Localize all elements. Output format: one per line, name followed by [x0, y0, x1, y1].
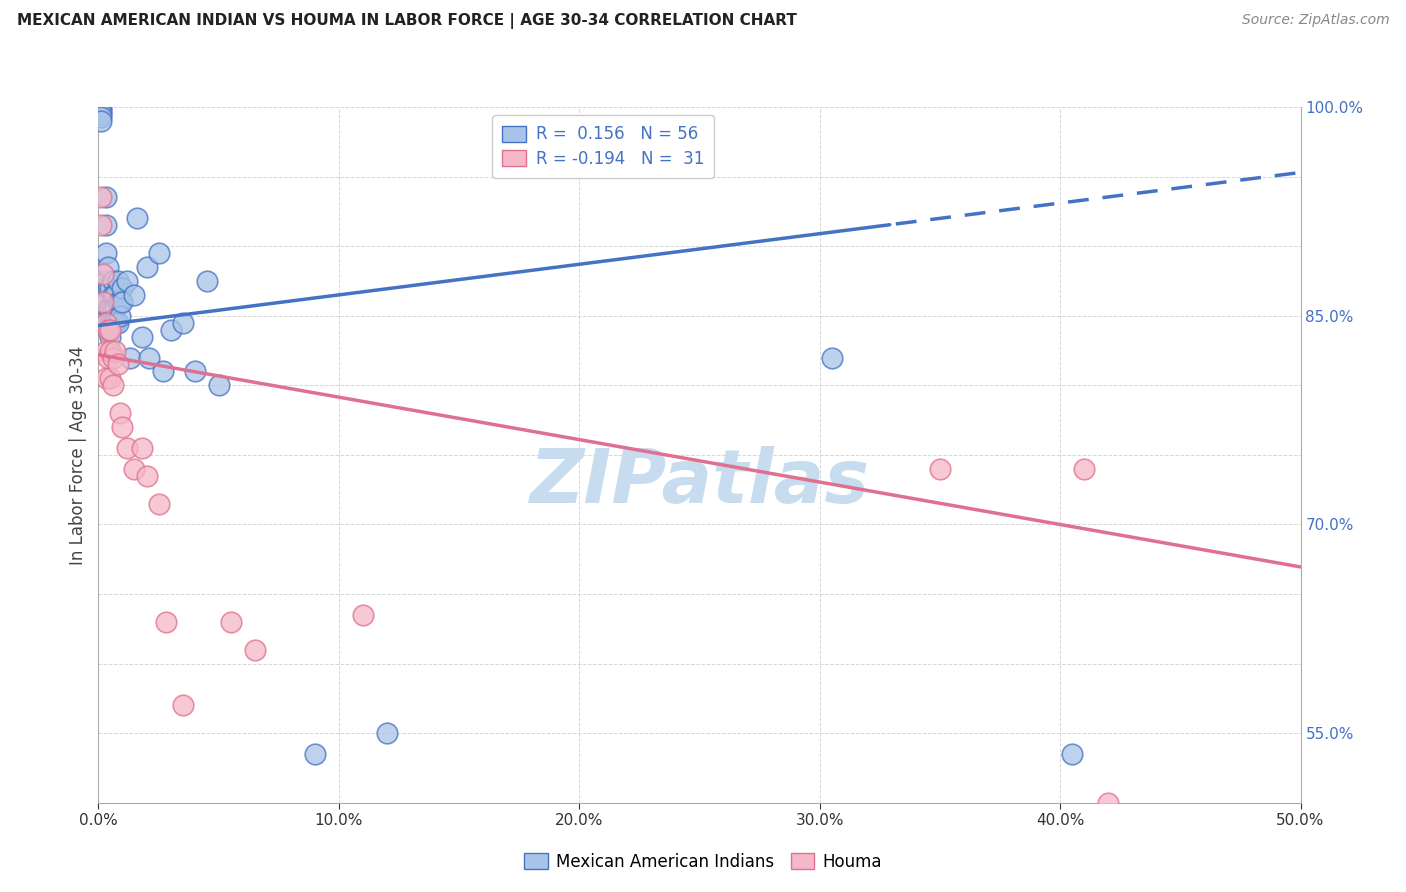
Point — [375, 726, 398, 740]
Point — [90, 114, 112, 128]
Text: ZIPatlas: ZIPatlas — [530, 446, 869, 519]
Point — [1062, 747, 1084, 761]
Point — [94, 274, 117, 288]
Point — [124, 462, 146, 476]
Point — [94, 316, 117, 330]
Point — [100, 329, 122, 343]
Point — [100, 343, 122, 358]
Point — [90, 110, 112, 124]
Point — [183, 364, 205, 378]
Point — [159, 323, 181, 337]
Point — [118, 351, 141, 365]
Point — [1073, 462, 1095, 476]
Point — [100, 316, 122, 330]
Text: MEXICAN AMERICAN INDIAN VS HOUMA IN LABOR FORCE | AGE 30-34 CORRELATION CHART: MEXICAN AMERICAN INDIAN VS HOUMA IN LABO… — [17, 13, 797, 29]
Point — [104, 316, 127, 330]
Point — [100, 371, 122, 385]
Point — [108, 294, 131, 309]
Point — [928, 462, 950, 476]
Point — [94, 294, 117, 309]
Point — [97, 351, 120, 365]
Point — [90, 107, 112, 121]
Point — [108, 406, 131, 420]
Point — [91, 267, 114, 281]
Point — [243, 642, 266, 657]
Point — [208, 378, 231, 392]
Point — [107, 358, 129, 372]
Point — [148, 497, 170, 511]
Point — [135, 468, 157, 483]
Point — [94, 190, 117, 204]
Point — [91, 281, 114, 295]
Point — [152, 364, 174, 378]
Legend: R =  0.156   N = 56, R = -0.194   N =  31: R = 0.156 N = 56, R = -0.194 N = 31 — [492, 115, 714, 178]
Point — [352, 607, 374, 622]
Point — [90, 190, 112, 204]
Point — [304, 747, 326, 761]
Point — [148, 246, 170, 260]
Point — [90, 102, 112, 116]
Point — [101, 301, 124, 316]
Point — [101, 378, 124, 392]
Point — [97, 323, 120, 337]
Point — [101, 316, 124, 330]
Point — [94, 246, 117, 260]
Point — [108, 309, 131, 323]
Point — [107, 274, 129, 288]
Point — [125, 211, 148, 226]
Point — [104, 301, 127, 316]
Point — [821, 351, 844, 365]
Point — [155, 615, 177, 629]
Point — [195, 274, 218, 288]
Point — [219, 615, 242, 629]
Point — [91, 288, 114, 302]
Point — [97, 281, 120, 295]
Point — [91, 294, 114, 309]
Point — [90, 219, 112, 233]
Point — [172, 316, 194, 330]
Point — [104, 343, 127, 358]
Point — [131, 441, 153, 455]
Point — [91, 301, 114, 316]
Point — [104, 288, 127, 302]
Point — [111, 294, 134, 309]
Point — [97, 323, 120, 337]
Point — [107, 294, 129, 309]
Point — [124, 288, 146, 302]
Point — [101, 274, 124, 288]
Point — [97, 260, 120, 274]
Point — [90, 104, 112, 119]
Point — [101, 351, 124, 365]
Point — [100, 343, 122, 358]
Point — [111, 281, 134, 295]
Point — [131, 329, 153, 343]
Point — [100, 301, 122, 316]
Point — [94, 343, 117, 358]
Point — [172, 698, 194, 713]
Point — [94, 371, 117, 385]
Point — [117, 441, 139, 455]
Point — [111, 420, 134, 434]
Point — [97, 301, 120, 316]
Point — [135, 260, 157, 274]
Point — [94, 219, 117, 233]
Point — [94, 316, 117, 330]
Point — [91, 294, 114, 309]
Point — [107, 316, 129, 330]
Point — [101, 288, 124, 302]
Point — [100, 323, 122, 337]
Legend: Mexican American Indians, Houma: Mexican American Indians, Houma — [516, 845, 890, 880]
Point — [138, 351, 160, 365]
Text: Source: ZipAtlas.com: Source: ZipAtlas.com — [1241, 13, 1389, 28]
Y-axis label: In Labor Force | Age 30-34: In Labor Force | Age 30-34 — [69, 345, 87, 565]
Point — [117, 274, 139, 288]
Point — [1097, 796, 1119, 810]
Point — [100, 281, 122, 295]
